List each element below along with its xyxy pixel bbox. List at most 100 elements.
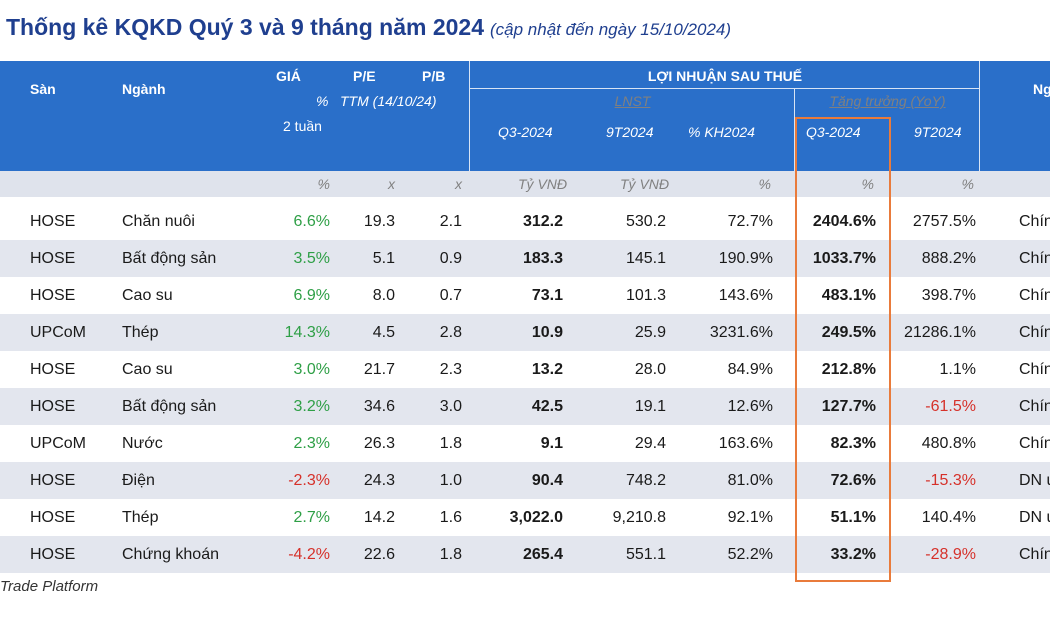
cell-yoy-q3: 82.3%	[830, 435, 876, 452]
cell-nganh: Cao su	[122, 361, 173, 378]
cell-q3: 183.3	[522, 250, 563, 267]
cell-q3: 90.4	[531, 472, 563, 489]
cell-t9: 748.2	[625, 472, 666, 489]
header-gia-2tuan: 2 tuần	[283, 118, 322, 134]
cell-yoy-9t: 1.1%	[939, 361, 976, 378]
cell-q3: 42.5	[531, 398, 563, 415]
table-row: HOSE Cao su 3.0% 21.7 2.3 13.2 28.0 84.9% 212.8%…	[0, 351, 1050, 388]
cell-t9: 530.2	[625, 213, 666, 230]
report-title-main: Thống kê KQKD Quý 3 và 9 tháng năm 2024	[6, 14, 485, 40]
cell-pe: 4.5	[372, 324, 395, 341]
header-gia-pct: %	[316, 93, 329, 109]
cell-q3: 10.9	[531, 324, 563, 341]
cell-san: HOSE	[30, 546, 76, 563]
cell-note: Chín	[1019, 250, 1050, 267]
unit-gia: %	[317, 176, 330, 192]
cell-pb: 2.1	[439, 213, 462, 230]
cell-yoy-9t: -28.9%	[925, 546, 976, 563]
cell-t9: 19.1	[634, 398, 666, 415]
cell-nganh: Nước	[122, 435, 163, 452]
unit-yoy-9t: %	[961, 176, 974, 192]
cell-pe: 19.3	[363, 213, 395, 230]
cell-nganh: Thép	[122, 509, 159, 526]
cell-pe: 21.7	[363, 361, 395, 378]
header-kh: % KH2024	[688, 124, 755, 140]
cell-san: HOSE	[30, 361, 76, 378]
table-row: HOSE Chứng khoán -4.2% 22.6 1.8 265.4 551.1 52.…	[0, 536, 1050, 573]
header-gia: GIÁ	[276, 68, 301, 84]
cell-kh: 52.2%	[727, 546, 773, 563]
cell-q3: 312.2	[522, 213, 563, 230]
cell-yoy-q3: 33.2%	[830, 546, 876, 563]
cell-t9: 145.1	[625, 250, 666, 267]
cell-note: DN u	[1019, 509, 1050, 526]
unit-yoy-q3: %	[861, 176, 874, 192]
cell-q3: 3,022.0	[509, 509, 563, 526]
cell-san: HOSE	[30, 398, 76, 415]
cell-kh: 81.0%	[727, 472, 773, 489]
report-title: Thống kê KQKD Quý 3 và 9 tháng năm 2024 (…	[6, 14, 731, 41]
header-q3: Q3-2024	[498, 124, 553, 140]
cell-nganh: Bất động sản	[122, 250, 217, 267]
header-yoy-9t: 9T2024	[914, 124, 962, 140]
cell-t9: 101.3	[625, 287, 666, 304]
table-body: HOSE Chăn nuôi 6.6% 19.3 2.1 312.2 530.2 72.7% 2…	[0, 203, 1050, 573]
cell-pb: 1.8	[439, 435, 462, 452]
cell-t9: 9,210.8	[612, 509, 666, 526]
cell-pe: 34.6	[363, 398, 395, 415]
cell-san: UPCoM	[30, 324, 87, 341]
cell-q3: 13.2	[531, 361, 563, 378]
cell-note: DN u	[1019, 472, 1050, 489]
header-last-col: Ng	[1033, 81, 1050, 97]
cell-yoy-9t: 21286.1%	[903, 324, 976, 341]
cell-san: HOSE	[30, 472, 76, 489]
cell-yoy-q3: 483.1%	[821, 287, 876, 304]
cell-gia: 2.7%	[293, 509, 330, 526]
cell-gia: 6.6%	[293, 213, 330, 230]
cell-kh: 84.9%	[727, 361, 773, 378]
cell-t9: 551.1	[625, 546, 666, 563]
cell-pe: 22.6	[363, 546, 395, 563]
cell-kh: 72.7%	[727, 213, 773, 230]
table-row: HOSE Bất động sản 3.5% 5.1 0.9 183.3 145.1 190.…	[0, 240, 1050, 277]
cell-pb: 1.8	[439, 546, 462, 563]
units-row: % x x Tỷ VNĐ Tỷ VNĐ % % %	[0, 171, 1050, 197]
unit-9t: Tỷ VNĐ	[620, 176, 669, 192]
cell-yoy-q3: 127.7%	[821, 398, 876, 415]
table-row: HOSE Điện -2.3% 24.3 1.0 90.4 748.2 81.0% 72.6% -…	[0, 462, 1050, 499]
cell-yoy-9t: 480.8%	[921, 435, 976, 452]
cell-note: Chín	[1019, 287, 1050, 304]
cell-kh: 190.9%	[718, 250, 773, 267]
table-row: HOSE Chăn nuôi 6.6% 19.3 2.1 312.2 530.2 72.7% 2…	[0, 203, 1050, 240]
header-ttm: TTM (14/10/24)	[340, 93, 437, 109]
unit-q3: Tỷ VNĐ	[518, 176, 567, 192]
header-divider	[979, 61, 980, 171]
table-row: UPCoM Thép 14.3% 4.5 2.8 10.9 25.9 3231.6% 249.5…	[0, 314, 1050, 351]
table-header: Sàn Ngành GIÁ % 2 tuần P/E P/B TTM (14/1…	[0, 61, 1050, 171]
cell-pe: 8.0	[372, 287, 395, 304]
cell-yoy-9t: 2757.5%	[912, 213, 976, 230]
cell-pe: 24.3	[363, 472, 395, 489]
cell-note: Chín	[1019, 435, 1050, 452]
cell-yoy-9t: -61.5%	[925, 398, 976, 415]
unit-pe: x	[388, 176, 395, 192]
cell-yoy-q3: 2404.6%	[812, 213, 876, 230]
cell-san: HOSE	[30, 509, 76, 526]
source-footer: Trade Platform	[0, 578, 99, 595]
cell-yoy-q3: 1033.7%	[812, 250, 876, 267]
cell-gia: 3.0%	[293, 361, 330, 378]
cell-nganh: Chăn nuôi	[122, 213, 195, 230]
table-row: HOSE Cao su 6.9% 8.0 0.7 73.1 101.3 143.6% 483.1…	[0, 277, 1050, 314]
report-title-sub: (cập nhật đến ngày 15/10/2024)	[490, 20, 732, 39]
unit-kh: %	[758, 176, 771, 192]
cell-pb: 2.8	[439, 324, 462, 341]
cell-pb: 1.0	[439, 472, 462, 489]
cell-note: Chín	[1019, 213, 1050, 230]
cell-gia: 2.3%	[293, 435, 330, 452]
cell-san: HOSE	[30, 250, 76, 267]
header-san: Sàn	[30, 81, 56, 97]
cell-q3: 9.1	[540, 435, 563, 452]
cell-yoy-q3: 72.6%	[830, 472, 876, 489]
header-lnst: LNST	[614, 93, 651, 109]
cell-san: HOSE	[30, 287, 76, 304]
